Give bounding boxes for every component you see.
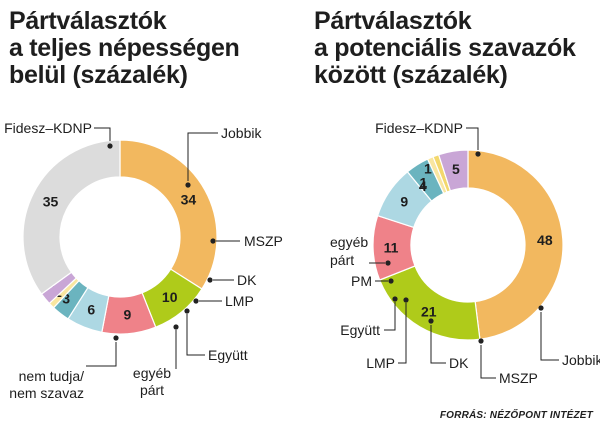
label-egyeb-right-line-1: egyéb [330, 234, 368, 250]
chart-title-right-line-3: között (százalék) [314, 61, 508, 89]
leader-lmp-right [398, 303, 407, 364]
leader-egyutt-left [186, 314, 205, 356]
leader-dot-fidesz-left [107, 143, 113, 149]
chart-title-left-line-3: belül (százalék) [9, 61, 188, 89]
value-dk-right: 9 [400, 194, 408, 210]
label-mszp-right: MSZP [499, 370, 538, 386]
value-lmp-left: 3 [62, 291, 70, 307]
value-mszp-left: 9 [123, 307, 131, 323]
label-egyutt-left: Együtt [208, 347, 248, 363]
leader-nemtudja-left [86, 342, 117, 367]
leader-dot-pm-right [388, 278, 394, 284]
value-dk-left: 6 [87, 302, 95, 318]
chart-title-right: Pártválasztók a potenciális szavazók köz… [314, 8, 576, 89]
label-lmp-left: LMP [225, 293, 254, 309]
leader-dot-lmp-left [193, 298, 199, 304]
value-pm-right: 1 [424, 161, 432, 177]
slice-egyeb-part-right [437, 149, 469, 192]
leader-dot-mszp-left [210, 238, 216, 244]
leader-jobbik-right [540, 312, 559, 361]
leader-egyutt-right [384, 302, 396, 331]
slice-nem-tudja-nem-szavaz-left [22, 139, 121, 295]
chart-title-left: Pártválasztók a teljes népességen belül … [9, 8, 240, 89]
label-mszp-left: MSZP [244, 233, 283, 249]
label-egyutt-right: Együtt [340, 322, 380, 338]
leader-dot-mszp-right [478, 338, 484, 344]
leader-dot-egyutt-left [184, 308, 190, 314]
leader-jobbik-left [187, 132, 218, 181]
leader-dot-dk-right [428, 318, 434, 324]
leader-dot-egyeb-left [173, 324, 179, 330]
chart-title-right-line-1: Pártválasztók [314, 7, 472, 35]
value-mszp-right: 11 [384, 239, 399, 255]
label-egyeb-right-line-2: párt [330, 252, 354, 268]
label-nemtudja-left-line-2: nem szavaz [9, 385, 84, 401]
leader-dot-jobbik-left [185, 182, 191, 188]
value-nem-tudja-nem-szavaz-left: 35 [43, 194, 59, 210]
slice-fidesz-kdnp-right [467, 149, 564, 340]
label-dk-right: DK [449, 355, 469, 371]
label-fidesz-right: Fidesz–KDNP [375, 120, 463, 136]
source-note: FORRÁS: NÉZŐPONT INTÉZET [439, 410, 593, 421]
label-fidesz-left: Fidesz–KDNP [4, 120, 92, 136]
slice-fidesz-kdnp-left [119, 139, 218, 290]
label-dk-left: DK [237, 272, 257, 288]
leader-mszp-right [480, 345, 496, 379]
donut-chart-left: 34109631235 [22, 139, 218, 335]
leader-dot-lmp-right [403, 297, 409, 303]
value-egyutt-right: 1 [420, 174, 428, 190]
value-egyeb-part-right: 5 [452, 161, 460, 177]
value-fidesz-kdnp-right: 48 [537, 232, 553, 248]
label-egyeb-left-line-2: párt [140, 382, 164, 398]
leader-fidesz-left [94, 127, 111, 141]
annotations-right: Fidesz–KDNP Jobbik MSZP DK LMP Együtt PM… [330, 120, 600, 386]
label-jobbik-left: Jobbik [221, 125, 262, 141]
leader-dot-egyeb-right [385, 260, 391, 266]
value-lmp-right: 4 [419, 178, 427, 194]
label-nemtudja-left-line-1: nem tudja/ [19, 368, 84, 384]
leader-dot-nemtudja-left [113, 335, 119, 341]
label-egyeb-left-line-1: egyéb [133, 365, 171, 381]
leader-dot-dk-left [207, 277, 213, 283]
chart-title-left-line-1: Pártválasztók [9, 7, 167, 35]
label-lmp-right: LMP [366, 355, 395, 371]
value-jobbik-right: 21 [421, 303, 437, 319]
leader-dk-right [430, 325, 446, 364]
annotations-left: Fidesz–KDNP Jobbik MSZP DK LMP Együtt eg… [4, 120, 283, 401]
label-pm-right: PM [351, 273, 372, 289]
leader-dot-jobbik-right [538, 305, 544, 311]
value-jobbik-left: 10 [162, 289, 178, 305]
leader-fidesz-right [466, 127, 479, 150]
leader-dot-fidesz-right [475, 151, 481, 157]
label-jobbik-right: Jobbik [562, 352, 600, 368]
value-fidesz-kdnp-left: 34 [181, 191, 197, 207]
leader-dot-egyutt-right [392, 296, 398, 302]
chart-title-right-line-2: a potenciális szavazók [314, 34, 576, 62]
chart-title-left-line-2: a teljes népességen [9, 34, 240, 62]
